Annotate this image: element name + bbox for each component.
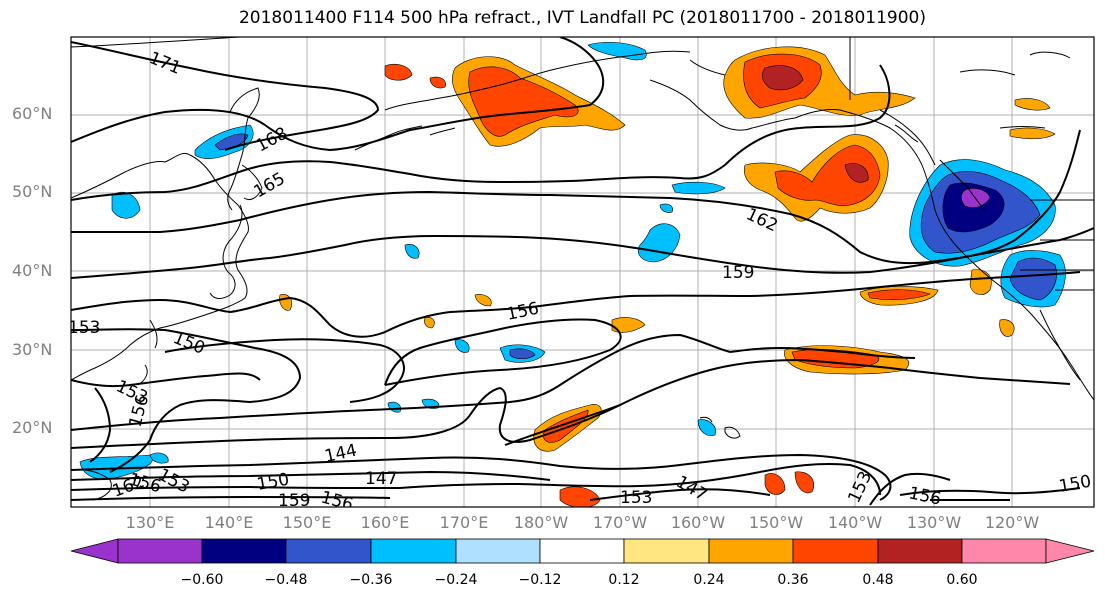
map-title: 2018011400 F114 500 hPa refract., IVT La… xyxy=(238,8,926,28)
lon-label: 170°E xyxy=(439,513,489,532)
colorbar-bin xyxy=(877,538,963,564)
lat-label: 20°N xyxy=(12,418,53,437)
lon-label: 150°W xyxy=(748,513,804,532)
colorbar-bin xyxy=(285,538,372,564)
colorbar-bin xyxy=(370,538,457,564)
contour-label: 150 xyxy=(1057,472,1092,497)
contour-label-clipped: 153 xyxy=(68,318,100,338)
colorbar-tick-label: 0.36 xyxy=(777,572,809,588)
lon-label: 130°W xyxy=(906,513,962,532)
contour-label: 153 xyxy=(620,488,652,508)
colorbar-bin xyxy=(539,538,625,564)
contour-label: 147 xyxy=(673,472,711,506)
lon-label: 140°W xyxy=(827,513,883,532)
contour-label: 156 xyxy=(505,299,541,325)
contour-label: 165 xyxy=(251,169,289,203)
contour-label: 171 xyxy=(146,48,184,79)
lat-label: 30°N xyxy=(12,340,53,359)
lon-label: 160°W xyxy=(670,513,726,532)
contour-label: 147 xyxy=(365,469,397,489)
colorbar-tick-label: −0.60 xyxy=(180,572,224,588)
colorbar-extend-low xyxy=(70,538,119,564)
coastlines xyxy=(71,37,1094,501)
lon-label: 120°W xyxy=(984,513,1040,532)
contour-label: 150 xyxy=(170,328,208,359)
lat-label: 50°N xyxy=(12,182,53,201)
colorbar-tick-label: −0.24 xyxy=(434,572,478,588)
colorbar-tick-label: 0.48 xyxy=(862,572,894,588)
lon-label: 170°W xyxy=(592,513,648,532)
colorbar-tick-label: 0.60 xyxy=(946,572,978,588)
contour-label: 144 xyxy=(323,441,359,467)
lon-label: 150°E xyxy=(282,513,332,532)
contour-label: 159 xyxy=(278,491,310,511)
colorbar-bin xyxy=(792,538,879,564)
lon-label: 160°E xyxy=(360,513,410,532)
contour-label: 159 xyxy=(722,263,754,283)
contour-label: 168 xyxy=(253,124,291,157)
colorbar-bin xyxy=(201,538,287,564)
colorbar-bin xyxy=(623,538,710,564)
colorbar-tick-label: 0.12 xyxy=(608,572,640,588)
colorbar-tick-label: −0.36 xyxy=(349,572,393,588)
lat-label: 60°N xyxy=(12,104,53,123)
lat-label: 40°N xyxy=(12,261,53,280)
colorbar-tick-label: −0.12 xyxy=(518,572,562,588)
contour-label: 156 xyxy=(907,483,943,509)
colorbar-tick-label: −0.48 xyxy=(264,572,308,588)
colorbar-bin xyxy=(117,538,203,564)
colorbar-bin xyxy=(708,538,794,564)
colorbar xyxy=(70,538,1095,564)
contour-label: 156 xyxy=(319,488,356,516)
colorbar-bin xyxy=(961,538,1047,564)
lon-label: 140°E xyxy=(204,513,254,532)
colorbar-tick-label: 0.24 xyxy=(693,572,725,588)
contour-label: 162 xyxy=(743,204,781,236)
colorbar-extend-high xyxy=(1045,538,1095,564)
lon-label: 130°E xyxy=(125,513,175,532)
colorbar-bin xyxy=(455,538,541,564)
lon-label: 180°W xyxy=(513,513,569,532)
map-frame xyxy=(70,36,1095,508)
contour-label: 153 xyxy=(844,468,876,506)
height-contours xyxy=(71,37,1094,506)
